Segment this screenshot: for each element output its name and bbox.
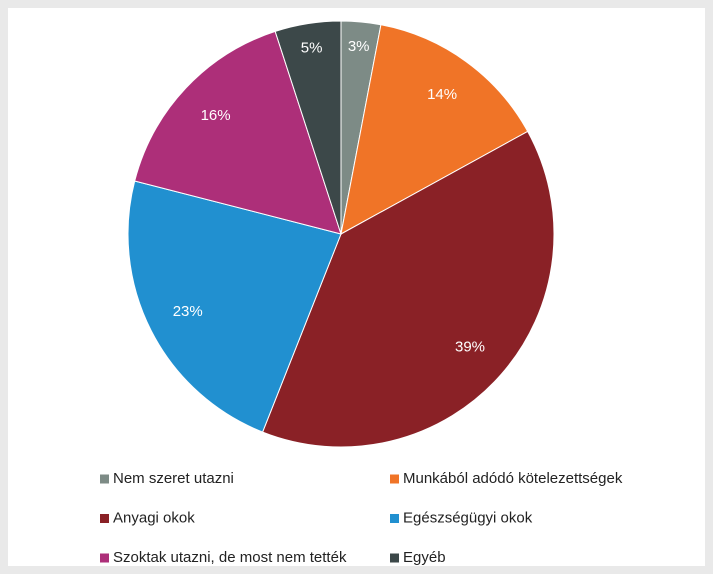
data-label: 16% xyxy=(201,107,231,124)
legend-swatch xyxy=(390,514,399,523)
legend-label: Anyagi okok xyxy=(113,509,195,526)
legend-swatch xyxy=(100,514,109,523)
data-label: 5% xyxy=(301,39,323,56)
data-label: 3% xyxy=(348,38,370,55)
data-label: 39% xyxy=(455,339,485,356)
legend-swatch xyxy=(100,474,109,484)
pie-slice xyxy=(274,20,342,235)
data-label: 23% xyxy=(173,303,203,320)
legend-label: Egészségügyi okok xyxy=(403,509,533,526)
legend-label: Nem szeret utazni xyxy=(113,470,234,487)
data-label: 14% xyxy=(427,86,457,103)
legend-label: Szoktak utazni, de most nem tették xyxy=(113,549,347,566)
pie-slice xyxy=(340,24,529,235)
legend-swatch xyxy=(390,474,399,484)
pie-slice xyxy=(134,30,342,235)
pie-slice xyxy=(127,180,342,433)
legend-swatch xyxy=(390,553,399,563)
legend-label: Egyéb xyxy=(403,549,446,566)
legend-label: Munkából adódó kötelezettségek xyxy=(403,470,623,487)
pie-slice xyxy=(261,130,555,448)
legend-swatch xyxy=(100,553,109,563)
